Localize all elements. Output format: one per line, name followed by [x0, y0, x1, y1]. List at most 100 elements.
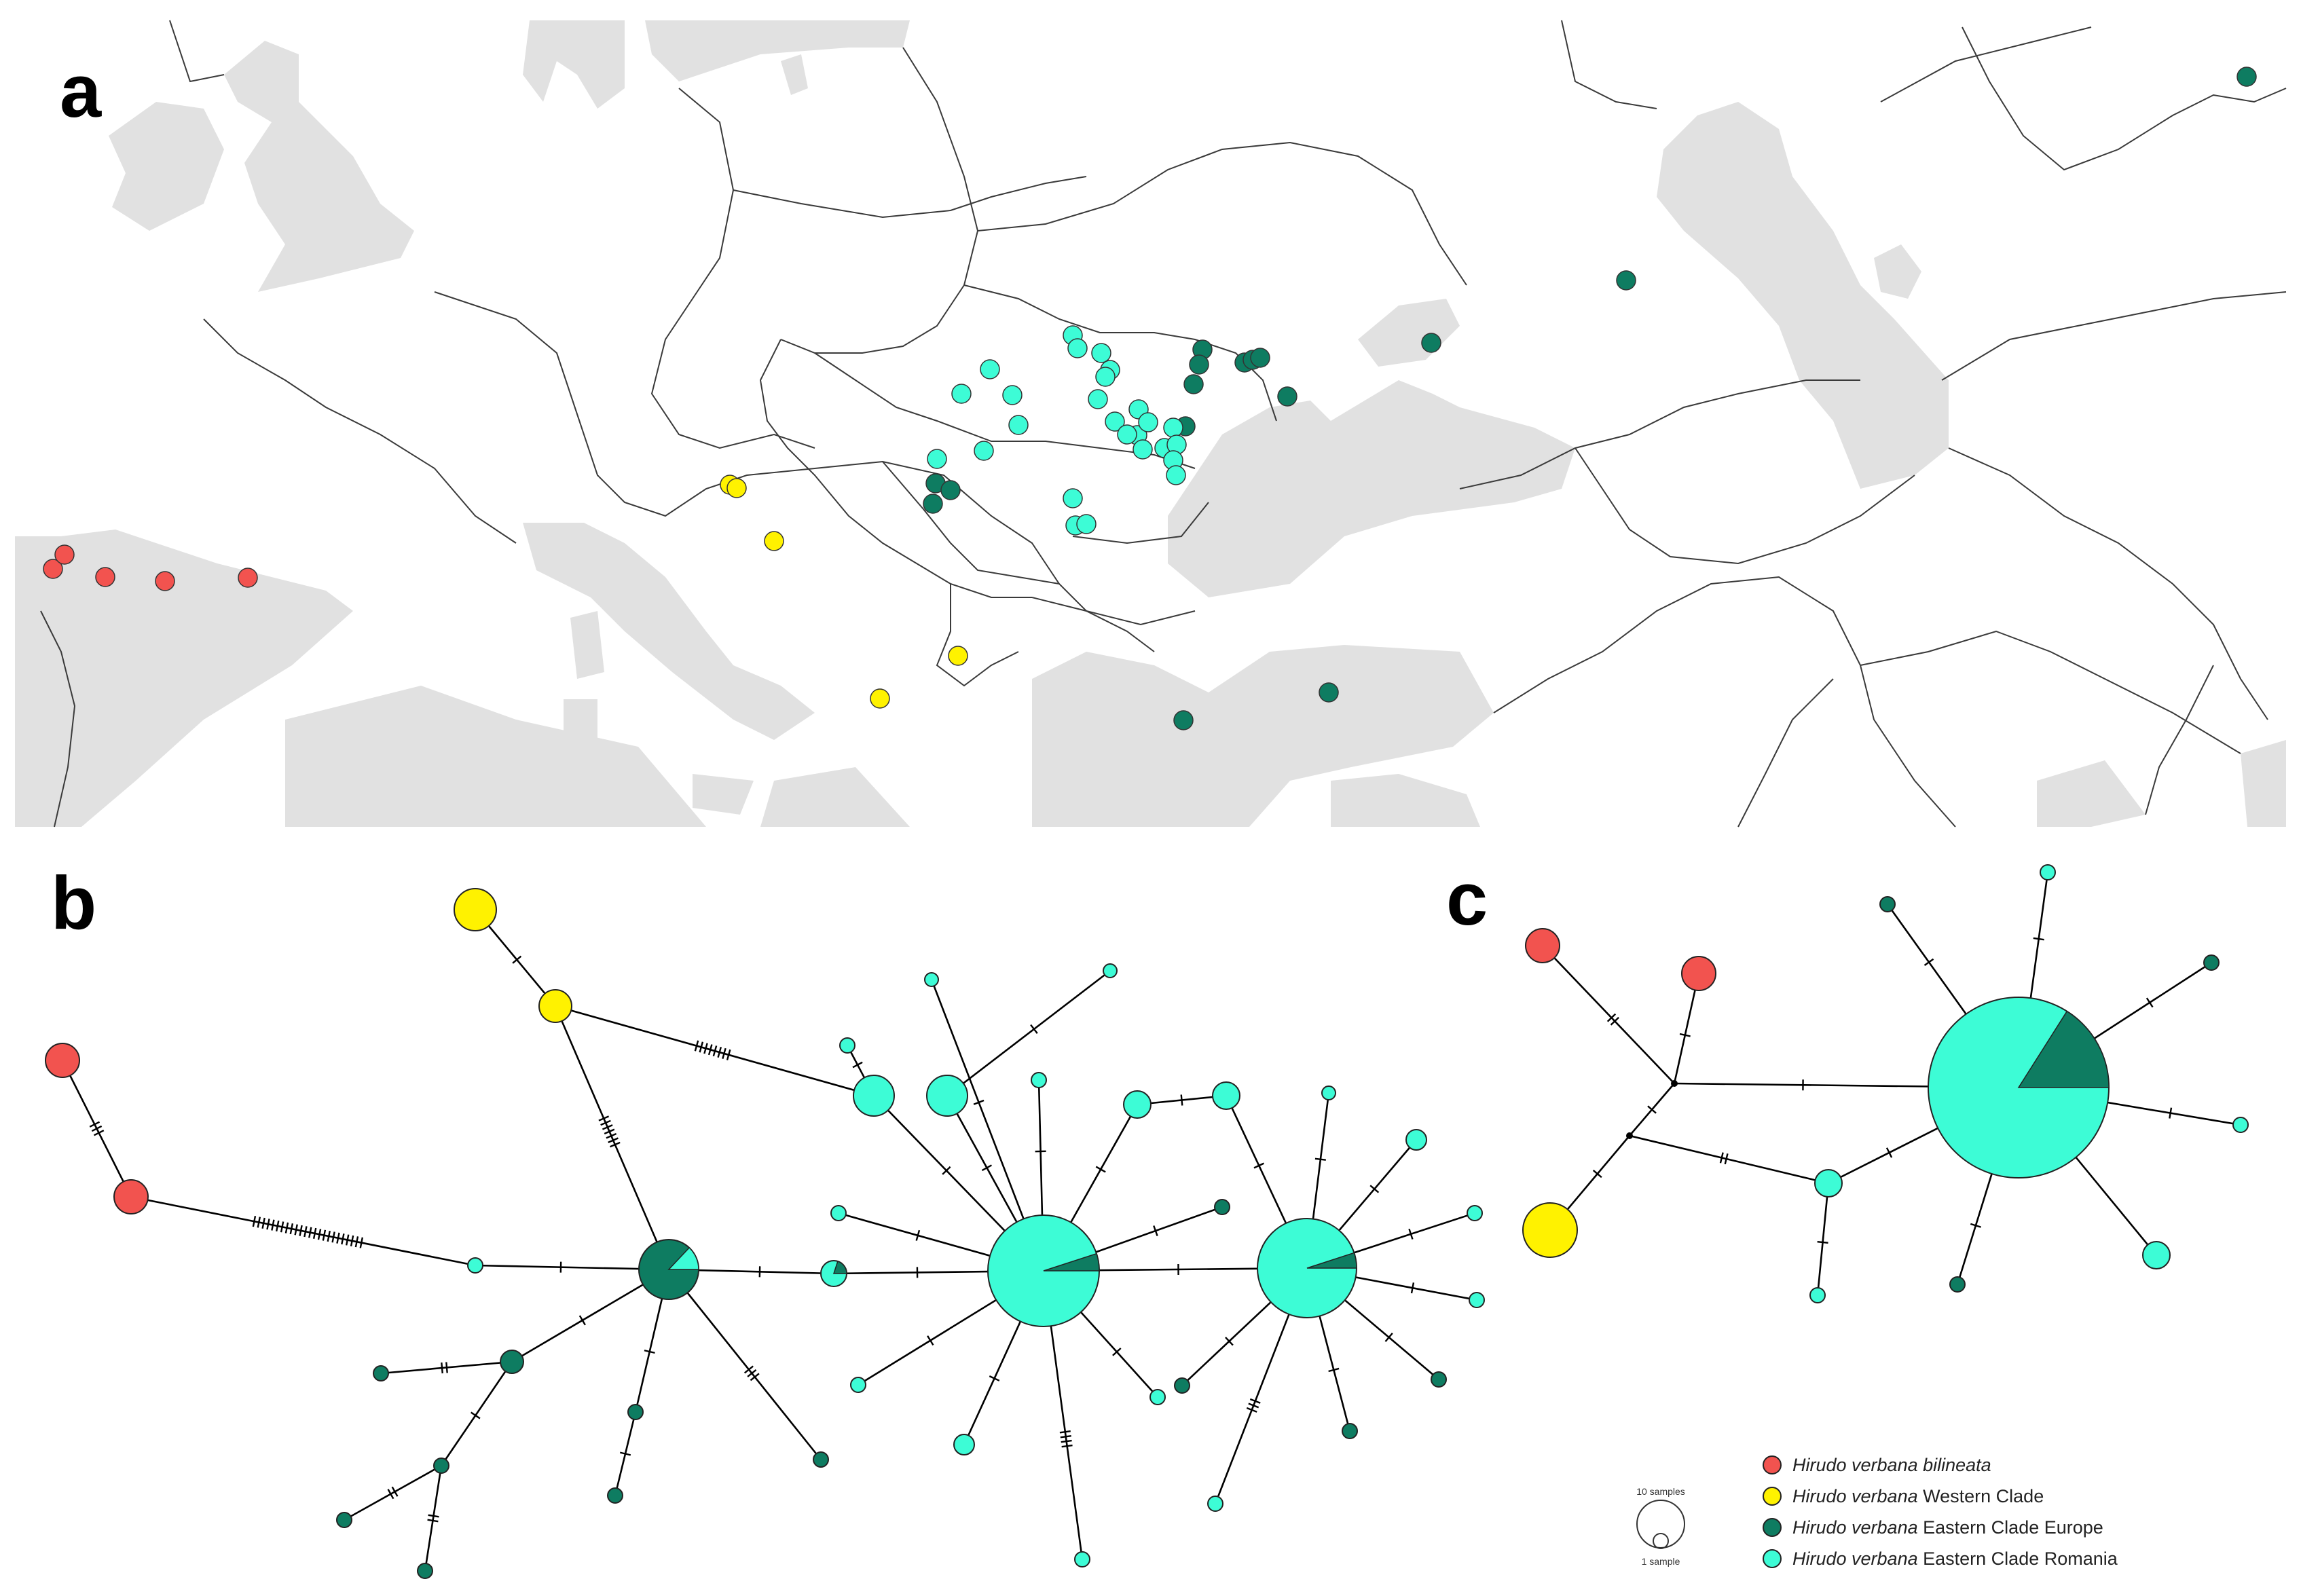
network-b-mutation-tick [266, 1219, 270, 1230]
network-c-mutation-tick [1606, 1013, 1617, 1022]
network-b-mutation-tick [322, 1229, 327, 1241]
network-b-edge [344, 1464, 442, 1521]
network-b-mutation-tick [91, 1125, 103, 1132]
map-point-eastern-europe [1421, 333, 1441, 353]
map-point-eastern-romania [1133, 439, 1153, 460]
map-point-eastern-europe [1319, 682, 1339, 703]
network-b-mutation-tick [598, 1115, 610, 1121]
network-b-mutation-tick [989, 1375, 1000, 1381]
map-point-eastern-europe [940, 480, 961, 500]
network-c-nodes [1522, 864, 2249, 1303]
network-c-haplotype-node [1809, 1287, 1826, 1303]
network-b-mutation-tick [261, 1217, 265, 1229]
network-b-mutation-tick [1225, 1337, 1234, 1346]
map-point-eastern-romania [951, 384, 972, 404]
network-b-mutation-tick [610, 1141, 621, 1148]
map-point-eastern-romania [1088, 389, 1108, 409]
svg-text:Hirudo verbana bilineata: Hirudo verbana bilineata [1792, 1455, 1991, 1475]
legend-label-italic: Hirudo verbana bilineata [1792, 1455, 1991, 1475]
network-b-haplotype-node [1103, 963, 1118, 978]
legend-swatch-western [1763, 1487, 1782, 1506]
network-b-haplotype-node [1214, 1199, 1230, 1215]
legend-item-eastern-europe: Hirudo verbana Eastern Clade Europe [1763, 1517, 2103, 1538]
map-point-bilineata [54, 544, 75, 565]
network-b-mutation-tick [726, 1049, 731, 1060]
map-point-eastern-romania [974, 441, 994, 461]
map-point-bilineata [95, 567, 115, 587]
map-point-eastern-romania [1095, 367, 1116, 387]
map-point-eastern-romania [980, 359, 1000, 379]
network-b-mutation-tick [707, 1044, 713, 1056]
network-c-edge [1816, 1183, 1830, 1296]
network-b-mutation-tick [331, 1231, 335, 1243]
network-b-mutation-tick [1060, 1434, 1071, 1439]
network-b-mutation-tick [973, 1099, 984, 1105]
network-c-haplotype-node [2203, 954, 2220, 971]
network-c-mutation-tick [1817, 1241, 1828, 1244]
legend-label-rest: Eastern Clade Romania [1918, 1548, 2118, 1569]
map-point-eastern-romania [927, 449, 947, 469]
network-b-mutation-tick [303, 1226, 308, 1238]
network-b-mutation-tick [1153, 1225, 1158, 1236]
network-b-mutation-tick [359, 1237, 364, 1248]
network-b-haplotype-node [1174, 1377, 1190, 1394]
network-c-haplotype-node [2040, 864, 2056, 880]
network-b-mutation-tick [942, 1166, 951, 1175]
network-b-mutation-tick [276, 1220, 280, 1232]
network-b-haplotype-node [373, 1365, 389, 1381]
network-b-edge [440, 1361, 513, 1466]
network-b-mutation-tick [317, 1229, 322, 1240]
network-c-mutation-tick [2169, 1107, 2173, 1119]
network-b-mutation-tick [391, 1486, 399, 1497]
network-b-mutation-tick [717, 1047, 722, 1058]
network-b-haplotype-node [1467, 1205, 1483, 1221]
network-b-mutation-tick [644, 1350, 655, 1354]
svg-text:Hirudo verbana Western Clade: Hirudo verbana Western Clade [1792, 1486, 2044, 1506]
network-b-pie-slice [1306, 1252, 1357, 1269]
network-b-mutation-tick [1061, 1444, 1073, 1448]
network-b-haplotype-node [500, 1350, 524, 1374]
network-b-edge [946, 969, 1111, 1097]
network-b-edge [424, 1465, 443, 1572]
network-b-haplotype-node [433, 1458, 449, 1474]
network-b-mutation-tick [1410, 1282, 1415, 1294]
svg-text:Hirudo verbana Eastern Clade R: Hirudo verbana Eastern Clade Romania [1792, 1548, 2118, 1569]
map-panel: a [15, 20, 2287, 828]
network-b-haplotype-node [1321, 1085, 1336, 1100]
legend: Hirudo verbana bilineata Hirudo verbana … [1636, 1455, 2118, 1569]
map-point-eastern-romania [1117, 424, 1137, 445]
map-point-eastern-romania [1163, 417, 1183, 438]
network-b-mutation-tick [1253, 1162, 1265, 1169]
haplotype-network-b: b [45, 861, 1485, 1579]
network-b-mutation-tick [1061, 1439, 1072, 1443]
network-b-edge [475, 1264, 669, 1271]
panel-label-c: c [1446, 857, 1488, 941]
legend-label-italic: Hirudo verbana [1792, 1486, 1918, 1506]
legend-swatch-eastern-europe [1763, 1518, 1782, 1537]
network-b-haplotype-node [454, 888, 497, 931]
network-b-mutation-tick [441, 1362, 443, 1374]
network-c-edges [1542, 872, 2241, 1296]
network-b-mutation-tick [1314, 1157, 1326, 1161]
legend-swatch-eastern-romania [1763, 1549, 1782, 1568]
panel-label-b: b [51, 861, 96, 945]
network-b-haplotype-node [45, 1043, 80, 1078]
network-c-haplotype-node [1525, 928, 1560, 963]
legend-label-italic: Hirudo verbana [1792, 1517, 1918, 1538]
svg-text:Hirudo verbana Eastern Clade E: Hirudo verbana Eastern Clade Europe [1792, 1517, 2103, 1538]
network-b-mutation-tick [1408, 1228, 1414, 1240]
network-b-mutation-tick [427, 1519, 439, 1523]
network-b-mutation-tick [1095, 1166, 1106, 1173]
network-b-mutation-tick [252, 1216, 257, 1227]
network-b-mutation-tick [703, 1043, 708, 1054]
map-point-bilineata [43, 559, 63, 579]
network-c-mutation-tick [1923, 958, 1934, 967]
network-c-mutation-tick [1724, 1153, 1729, 1165]
network-b-mutation-tick [284, 1222, 289, 1233]
network-c-haplotype-node [1949, 1276, 1966, 1293]
network-b-haplotype-node [1431, 1371, 1447, 1388]
network-b-mutation-tick [578, 1315, 586, 1326]
network-b-mutation-tick [1369, 1185, 1380, 1193]
network-b-mutation-tick [1246, 1407, 1257, 1413]
network-b-mutation-tick [852, 1061, 863, 1069]
